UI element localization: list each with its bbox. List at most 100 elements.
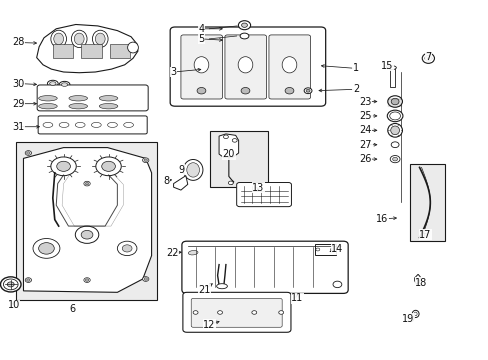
Ellipse shape	[228, 181, 233, 185]
Ellipse shape	[389, 156, 399, 163]
Text: 8: 8	[163, 176, 169, 186]
Ellipse shape	[185, 249, 201, 256]
Ellipse shape	[95, 33, 105, 45]
Ellipse shape	[413, 312, 416, 316]
Ellipse shape	[84, 181, 90, 186]
Ellipse shape	[26, 152, 30, 154]
Text: 9: 9	[179, 165, 184, 175]
Ellipse shape	[123, 122, 133, 127]
Ellipse shape	[387, 96, 402, 107]
Ellipse shape	[142, 158, 148, 163]
Ellipse shape	[304, 88, 311, 94]
Text: 30: 30	[12, 78, 25, 89]
Ellipse shape	[85, 279, 89, 282]
Ellipse shape	[197, 87, 205, 94]
Ellipse shape	[39, 243, 54, 254]
Ellipse shape	[241, 87, 249, 94]
Ellipse shape	[50, 82, 56, 85]
Ellipse shape	[57, 161, 70, 171]
Text: 26: 26	[359, 154, 371, 164]
Ellipse shape	[330, 248, 334, 251]
Text: 24: 24	[359, 125, 371, 135]
Text: 1: 1	[352, 63, 358, 73]
Text: 28: 28	[12, 37, 25, 48]
Text: 25: 25	[359, 111, 371, 121]
Ellipse shape	[217, 311, 222, 314]
Ellipse shape	[388, 66, 396, 69]
Bar	[53, 44, 73, 58]
Ellipse shape	[422, 53, 434, 63]
Text: 18: 18	[414, 278, 427, 288]
Ellipse shape	[43, 122, 53, 127]
FancyBboxPatch shape	[181, 35, 222, 99]
Ellipse shape	[85, 182, 89, 185]
Ellipse shape	[282, 57, 296, 73]
Ellipse shape	[0, 277, 21, 292]
Ellipse shape	[411, 310, 418, 318]
Ellipse shape	[47, 80, 58, 87]
Ellipse shape	[390, 126, 399, 135]
Ellipse shape	[59, 122, 69, 127]
FancyBboxPatch shape	[170, 27, 325, 106]
Ellipse shape	[96, 157, 121, 176]
Ellipse shape	[84, 278, 90, 282]
FancyBboxPatch shape	[224, 35, 266, 99]
Bar	[409, 164, 444, 241]
Ellipse shape	[193, 311, 198, 314]
Bar	[109, 44, 130, 58]
Ellipse shape	[251, 311, 256, 314]
Text: 5: 5	[198, 34, 204, 44]
Ellipse shape	[61, 83, 67, 86]
Ellipse shape	[127, 42, 138, 53]
Ellipse shape	[25, 151, 31, 156]
FancyBboxPatch shape	[38, 116, 147, 134]
Ellipse shape	[26, 279, 30, 282]
Ellipse shape	[390, 98, 398, 105]
Ellipse shape	[39, 104, 57, 109]
Ellipse shape	[107, 122, 117, 127]
Ellipse shape	[386, 110, 402, 122]
Text: 4: 4	[198, 24, 204, 34]
Ellipse shape	[186, 163, 199, 177]
Text: 23: 23	[359, 96, 371, 107]
Ellipse shape	[389, 112, 400, 120]
Ellipse shape	[278, 311, 283, 314]
Ellipse shape	[223, 135, 228, 139]
FancyBboxPatch shape	[183, 292, 290, 332]
Ellipse shape	[305, 89, 309, 92]
Bar	[210, 131, 267, 187]
Ellipse shape	[54, 33, 63, 45]
Polygon shape	[219, 134, 238, 158]
Ellipse shape	[188, 251, 198, 255]
Ellipse shape	[143, 278, 147, 280]
Ellipse shape	[241, 23, 247, 27]
Ellipse shape	[99, 104, 118, 109]
Text: 15: 15	[380, 60, 393, 71]
Ellipse shape	[59, 81, 70, 88]
Ellipse shape	[71, 30, 87, 48]
Text: 12: 12	[203, 320, 215, 330]
Ellipse shape	[7, 282, 14, 287]
Text: 11: 11	[290, 293, 303, 303]
Ellipse shape	[332, 281, 341, 288]
Text: 16: 16	[375, 214, 388, 224]
Ellipse shape	[75, 122, 85, 127]
Ellipse shape	[424, 55, 431, 61]
FancyBboxPatch shape	[182, 241, 347, 293]
Ellipse shape	[183, 159, 203, 180]
Ellipse shape	[25, 278, 31, 282]
FancyBboxPatch shape	[236, 183, 291, 207]
Text: 22: 22	[165, 248, 178, 258]
Text: 20: 20	[222, 149, 235, 159]
Ellipse shape	[69, 104, 87, 109]
Ellipse shape	[39, 96, 57, 101]
Ellipse shape	[392, 157, 397, 161]
Text: 29: 29	[12, 99, 25, 109]
Ellipse shape	[240, 33, 248, 39]
Ellipse shape	[142, 276, 148, 282]
Ellipse shape	[122, 245, 132, 252]
Polygon shape	[173, 176, 187, 190]
Ellipse shape	[285, 87, 293, 94]
Ellipse shape	[3, 279, 18, 290]
Ellipse shape	[232, 139, 237, 142]
